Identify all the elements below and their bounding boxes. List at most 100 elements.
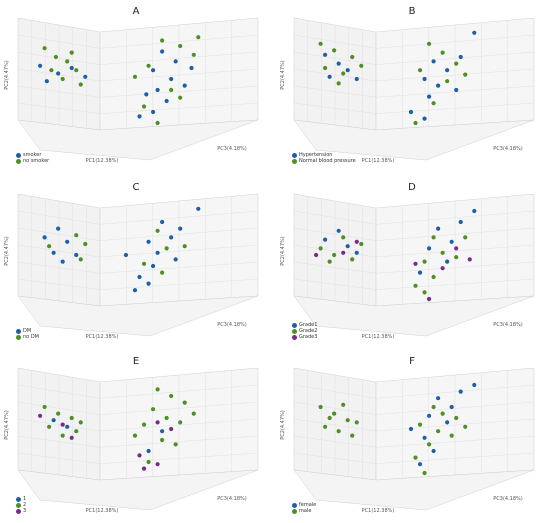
data-point <box>132 433 138 438</box>
x-axis-label: PC1(12.38%) <box>86 334 119 340</box>
data-point <box>160 49 165 54</box>
legend-swatch <box>16 152 21 158</box>
axes-box <box>293 367 535 511</box>
data-point <box>440 50 445 55</box>
legend-label: Grade1 <box>299 322 318 328</box>
data-point <box>318 41 323 46</box>
panel-label: D <box>408 182 416 193</box>
data-point <box>354 76 359 82</box>
data-point <box>458 219 463 225</box>
data-point <box>42 404 47 410</box>
data-point <box>196 206 201 211</box>
panel-label: A <box>132 6 140 17</box>
legend-swatch <box>16 334 21 340</box>
data-point <box>327 259 332 264</box>
z-axis-label: PC3(4.18%) <box>217 146 247 152</box>
data-point <box>173 257 178 262</box>
data-point <box>318 404 323 410</box>
data-point <box>74 233 79 238</box>
legend-item: smoker <box>16 152 49 158</box>
x-axis-label: PC1(12.38%) <box>362 158 395 164</box>
data-point <box>359 63 364 68</box>
data-point <box>178 226 183 231</box>
legend-label: no smoker <box>23 158 50 164</box>
data-point <box>445 79 450 84</box>
data-point <box>345 68 350 73</box>
data-point <box>51 250 56 255</box>
data-point <box>323 52 328 57</box>
legend: female male <box>292 502 316 514</box>
data-point <box>417 422 423 427</box>
x-axis-label: PC1(12.38%) <box>86 158 119 164</box>
data-point <box>463 72 468 77</box>
data-point <box>141 466 147 471</box>
data-point <box>431 235 436 240</box>
legend-swatch <box>16 508 21 514</box>
scatter-panel-c: PC2(4.47%) PC1(12.38%) PC3(4.18%) C DM no DM <box>0 176 272 346</box>
panel-label: E <box>132 356 140 367</box>
legend-label: smoker <box>23 152 42 158</box>
legend-item: 3 <box>16 508 26 514</box>
data-point <box>196 35 201 40</box>
data-point <box>458 54 463 60</box>
data-point <box>408 426 414 432</box>
data-point <box>436 83 441 88</box>
x-axis-label: PC1(12.38%) <box>86 508 119 514</box>
data-point <box>458 389 463 394</box>
data-point <box>449 239 454 244</box>
legend-label: no DM <box>23 334 39 340</box>
data-point <box>69 415 74 421</box>
data-point <box>164 415 169 421</box>
data-point <box>146 281 151 286</box>
axes-box <box>17 367 259 511</box>
legend: DM no DM <box>16 328 39 340</box>
data-point <box>413 261 418 266</box>
data-point <box>431 404 436 410</box>
data-point <box>422 290 427 295</box>
y-axis-label: PC2(4.47%) <box>280 410 286 440</box>
data-point <box>37 63 43 68</box>
data-point <box>341 71 346 76</box>
legend-swatch <box>292 158 297 164</box>
data-point <box>169 235 174 240</box>
axes-box <box>17 17 259 161</box>
data-point <box>463 424 468 429</box>
data-point <box>146 459 151 465</box>
data-point <box>132 74 138 79</box>
data-point <box>42 46 47 51</box>
y-axis-label: PC2(4.47%) <box>280 236 286 266</box>
data-point <box>449 404 454 410</box>
data-point <box>336 228 341 233</box>
legend: smoker no smoker <box>16 152 49 164</box>
data-point <box>69 435 74 440</box>
data-point <box>141 422 147 427</box>
floor <box>17 469 259 511</box>
data-point <box>472 208 477 214</box>
scatter-panel-e: PC2(4.47%) PC1(12.38%) PC3(4.18%) E 1 2 3 <box>0 350 272 520</box>
legend-item: no smoker <box>16 158 49 164</box>
data-point <box>146 63 151 68</box>
data-point <box>345 418 350 423</box>
legend-item: Grade1 <box>292 322 317 328</box>
y-axis-label: PC2(4.47%) <box>4 60 10 90</box>
y-axis-label: PC2(4.47%) <box>280 60 286 90</box>
axes-box <box>293 193 535 337</box>
data-point <box>431 448 436 454</box>
y-axis-label: PC2(4.47%) <box>4 410 10 440</box>
legend-item: Normal blood pressure <box>292 158 356 164</box>
data-point <box>327 74 332 79</box>
data-point <box>146 448 151 454</box>
y-axis-label: PC2(4.47%) <box>4 236 10 266</box>
data-point <box>341 402 346 407</box>
data-point <box>350 257 355 262</box>
data-point <box>182 400 187 405</box>
data-point <box>440 411 445 416</box>
data-point <box>160 437 165 443</box>
data-point <box>164 246 169 251</box>
data-point <box>173 59 178 64</box>
legend-item: Grade3 <box>292 334 317 340</box>
data-point <box>431 101 436 106</box>
data-point <box>445 259 450 264</box>
data-point <box>345 244 350 249</box>
data-point <box>426 296 432 302</box>
